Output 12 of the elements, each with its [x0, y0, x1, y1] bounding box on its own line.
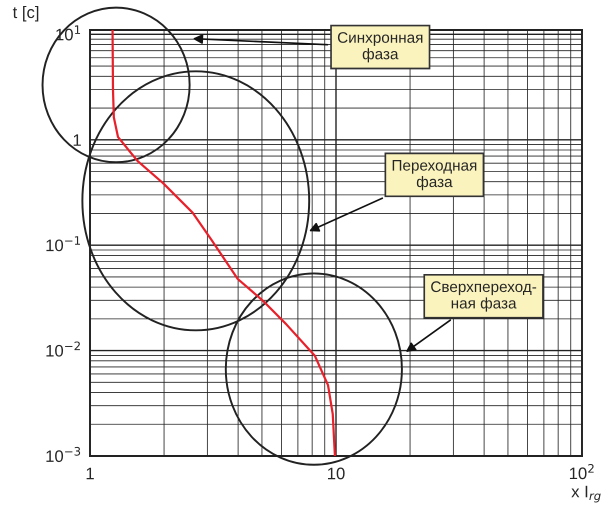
annotation: Синхронная фаза [338, 32, 422, 62]
y-tick-label: 10$^{−1}$ [46, 236, 80, 252]
annotation: Сверхпереход- ная фаза [431, 281, 536, 312]
annotation: Переходная фаза [392, 160, 476, 190]
y-axis-title: t [c] [12, 6, 38, 22]
x-axis-title: x I$_{rg}$ [571, 486, 601, 502]
x-tick-label: 10$^{2}$ [570, 464, 594, 480]
y-tick-label: 10$^{−3}$ [46, 446, 80, 462]
x-tick-label: 1 [86, 468, 94, 480]
x-tick-label: 10 [328, 468, 345, 480]
y-tick-label: 1 [74, 134, 81, 146]
y-tick-label: 10$^{−2}$ [46, 341, 80, 357]
